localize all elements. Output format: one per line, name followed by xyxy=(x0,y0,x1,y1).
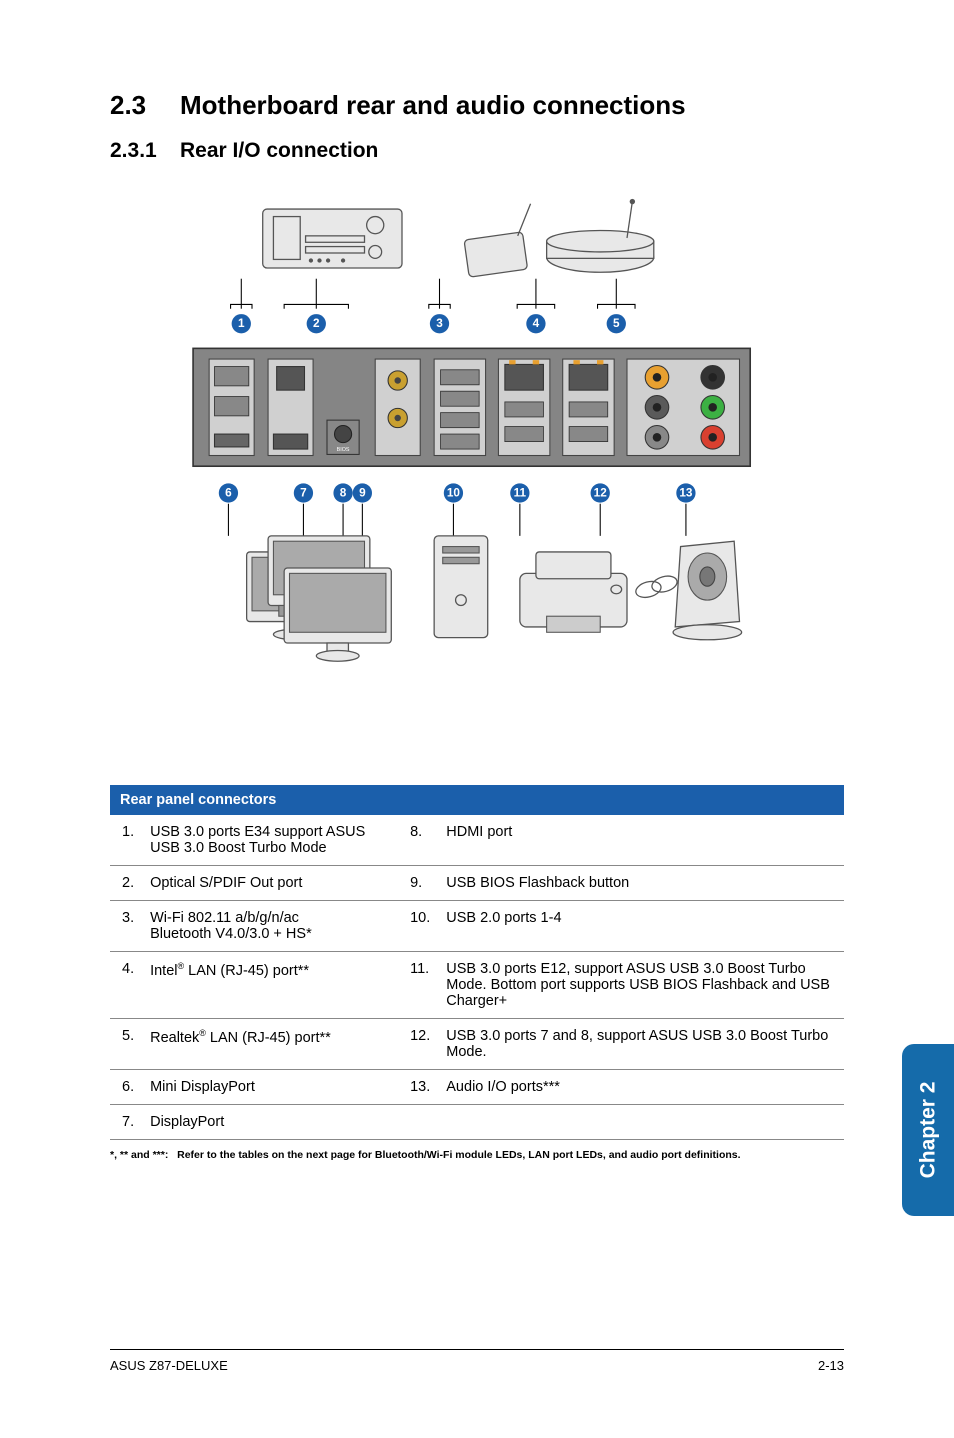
port-block-lan-intel xyxy=(498,359,549,455)
callout-label-11: 11 xyxy=(514,486,527,499)
row-num-right: 11. xyxy=(402,952,438,1019)
table-row: 7.DisplayPort xyxy=(110,1105,844,1140)
callout-label-9: 9 xyxy=(359,486,366,499)
section-title: 2.3Motherboard rear and audio connection… xyxy=(110,90,844,121)
device-router xyxy=(547,199,654,272)
diagram-svg: 12345 BIOS xyxy=(177,193,777,750)
row-desc-left: Mini DisplayPort xyxy=(142,1070,402,1105)
callout-label-2: 2 xyxy=(313,317,320,330)
port-block-usb3-e34 xyxy=(209,359,254,455)
row-desc-right xyxy=(438,1105,844,1140)
row-desc-right: USB 2.0 ports 1-4 xyxy=(438,901,844,952)
row-num-left: 2. xyxy=(110,866,142,901)
row-desc-left: USB 3.0 ports E34 support ASUS USB 3.0 B… xyxy=(142,815,402,866)
table-row: 6.Mini DisplayPort13.Audio I/O ports*** xyxy=(110,1070,844,1105)
table-row: 5.Realtek® LAN (RJ-45) port**12.USB 3.0 … xyxy=(110,1019,844,1070)
rear-io-diagram: 12345 BIOS xyxy=(177,193,777,755)
row-num-right: 12. xyxy=(402,1019,438,1070)
row-desc-right: USB BIOS Flashback button xyxy=(438,866,844,901)
row-num-right: 13. xyxy=(402,1070,438,1105)
device-tower xyxy=(434,536,488,638)
row-desc-left: Wi-Fi 802.11 a/b/g/n/acBluetooth V4.0/3.… xyxy=(142,901,402,952)
callout-label-8: 8 xyxy=(340,486,347,499)
callout-label-4: 4 xyxy=(533,317,540,330)
device-receiver xyxy=(263,209,402,268)
callout-label-5: 5 xyxy=(613,317,620,330)
port-block-usb2 xyxy=(434,359,485,455)
subsection-number: 2.3.1 xyxy=(110,139,180,163)
row-num-left: 5. xyxy=(110,1019,142,1070)
svg-text:BIOS: BIOS xyxy=(337,447,350,453)
row-num-left: 6. xyxy=(110,1070,142,1105)
callout-label-13: 13 xyxy=(679,486,693,499)
row-desc-right: USB 3.0 ports 7 and 8, support ASUS USB … xyxy=(438,1019,844,1070)
row-num-left: 3. xyxy=(110,901,142,952)
device-speaker xyxy=(673,541,742,640)
row-desc-right: HDMI port xyxy=(438,815,844,866)
row-num-right: 9. xyxy=(402,866,438,901)
footnote-prefix: *, ** and ***: xyxy=(110,1149,168,1161)
callout-label-1: 1 xyxy=(238,317,245,330)
row-num-right xyxy=(402,1105,438,1140)
callout-label-3: 3 xyxy=(436,317,443,330)
footnote: *, ** and ***: Refer to the tables on th… xyxy=(110,1148,844,1163)
chapter-tab: Chapter 2 xyxy=(902,1044,954,1216)
port-block-lan-realtek xyxy=(563,359,614,455)
row-desc-left: DisplayPort xyxy=(142,1105,402,1140)
port-block-spdif-dp xyxy=(268,359,313,455)
subsection-title: 2.3.1Rear I/O connection xyxy=(110,139,844,163)
row-num-right: 10. xyxy=(402,901,438,952)
table-row: 3.Wi-Fi 802.11 a/b/g/n/acBluetooth V4.0/… xyxy=(110,901,844,952)
table-header: Rear panel connectors xyxy=(110,785,844,815)
row-desc-right: Audio I/O ports*** xyxy=(438,1070,844,1105)
table-row: 2.Optical S/PDIF Out port9.USB BIOS Flas… xyxy=(110,866,844,901)
chapter-tab-label: Chapter 2 xyxy=(916,1082,940,1179)
callout-label-7: 7 xyxy=(300,486,307,499)
subsection-text: Rear I/O connection xyxy=(180,139,378,162)
callout-label-12: 12 xyxy=(594,486,608,499)
section-text: Motherboard rear and audio connections xyxy=(180,90,686,120)
table-row: 1.USB 3.0 ports E34 support ASUS USB 3.0… xyxy=(110,815,844,866)
row-num-left: 1. xyxy=(110,815,142,866)
port-block-bios-hdmi: BIOS xyxy=(327,420,359,454)
row-desc-left: Optical S/PDIF Out port xyxy=(142,866,402,901)
port-block-wifi xyxy=(375,359,420,455)
callout-label-10: 10 xyxy=(447,486,461,499)
row-num-left: 4. xyxy=(110,952,142,1019)
row-desc-right: USB 3.0 ports E12, support ASUS USB 3.0 … xyxy=(438,952,844,1019)
footnote-text: Refer to the tables on the next page for… xyxy=(177,1149,740,1161)
section-number: 2.3 xyxy=(110,90,180,121)
rear-panel-connectors-table: Rear panel connectors 1.USB 3.0 ports E3… xyxy=(110,785,844,1140)
device-monitor-3 xyxy=(284,568,391,661)
row-num-left: 7. xyxy=(110,1105,142,1140)
device-printer xyxy=(520,552,627,632)
footer-right: 2-13 xyxy=(818,1358,844,1373)
row-desc-left: Realtek® LAN (RJ-45) port** xyxy=(142,1019,402,1070)
page-footer: ASUS Z87-DELUXE 2-13 xyxy=(110,1349,844,1373)
callout-label-6: 6 xyxy=(225,486,232,499)
footer-left: ASUS Z87-DELUXE xyxy=(110,1358,228,1373)
device-wifi-antenna xyxy=(464,204,531,277)
row-num-right: 8. xyxy=(402,815,438,866)
device-discs xyxy=(634,573,679,600)
row-desc-left: Intel® LAN (RJ-45) port** xyxy=(142,952,402,1019)
table-row: 4.Intel® LAN (RJ-45) port**11.USB 3.0 po… xyxy=(110,952,844,1019)
port-block-audio xyxy=(627,359,739,455)
